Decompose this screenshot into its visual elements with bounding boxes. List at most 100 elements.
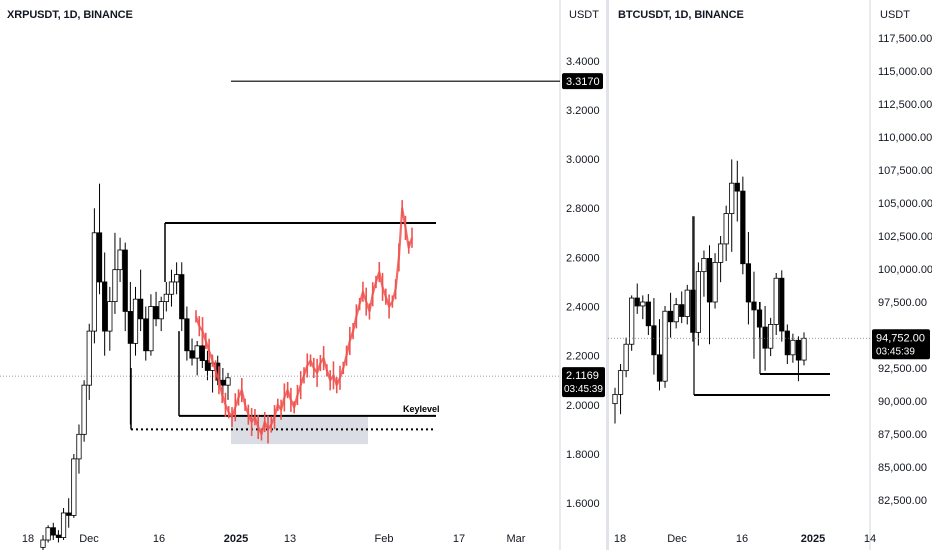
xrp-candle-body [60,512,67,538]
btc-y-tick-label: 92,500.00 [878,363,927,375]
btc-x-tick-label: 18 [614,533,626,545]
xrp-chart-canvas[interactable]: Keylevel 3.4000 3.2000 3.0000 2.8000 2.6000 2… [0,0,608,550]
xrp-candle-body [143,318,149,352]
keylevel-label: Keylevel [403,404,440,414]
xrp-x-tick-label: Mar [507,533,526,545]
xrp-chart-pane[interactable]: XRPUSDT, 1D, BINANCE USDT Keylevel 3.400… [0,0,608,550]
btc-y-tick-label: 85,000.00 [878,462,927,474]
btc-candle-body [617,370,624,395]
xrp-candle-body [102,281,108,332]
xrp-candle-body [66,512,72,516]
btc-candle-body [612,393,618,405]
btc-y-tick-label: 107,500.00 [878,165,932,177]
xrp-candle-body [163,293,169,303]
btc-candle-body [645,301,651,327]
btc-candle-body [684,289,690,317]
level-price-tag-text: 3.3170 [566,76,600,88]
xrp-candle-body [158,301,164,320]
xrp-symbol-title: XRPUSDT, 1D, BINANCE [7,9,133,21]
xrp-y-tick-label: 3.0000 [566,154,600,166]
xrp-candle-body [112,269,118,303]
btc-candle-body [756,309,763,328]
xrp-candle-body [40,539,46,548]
xrp-candle-body [199,345,205,361]
btc-candle-body [801,337,807,361]
xrp-candle-body [50,527,56,536]
btc-candle-body [662,310,668,382]
btc-candle-body [629,297,635,345]
btc-candle-body [773,277,779,325]
btc-y-tick-label: 90,000.00 [878,396,927,408]
btc-candle-body [734,182,740,192]
btc-currency-label[interactable]: USDT [880,9,910,21]
btc-y-tick-label: 112,500.00 [878,99,932,111]
xrp-candle-body [174,274,180,283]
btc-candle-body [634,297,640,307]
btc-candle-body [723,213,729,245]
btc-chart-pane[interactable]: BTCUSDT, 1D, BINANCE USDT 117,500.00 115,… [608,0,932,550]
xrp-candle-body [194,345,200,359]
btc-candle-body [718,243,724,263]
xrp-candle-body [107,301,113,332]
pane-separator[interactable] [606,0,609,550]
xrp-x-tick-label: Dec [79,533,99,545]
xrp-x-tick-label: 17 [453,533,465,545]
btc-candle-body [768,324,774,349]
btc-x-tick-label: Dec [667,533,687,545]
xrp-candle-body [86,330,92,386]
btc-last-price-tag-bg [872,329,930,360]
btc-candle-body [690,289,696,333]
xrp-y-tick-label: 3.4000 [566,56,600,68]
xrp-y-tick-label: 2.0000 [566,400,600,412]
xrp-x-tick-label: Feb [375,533,394,545]
xrp-candle-body [45,527,51,541]
btc-candle-body [623,343,629,372]
btc-candle-body [695,271,701,333]
xrp-candle-body [153,306,159,320]
btc-y-tick-label: 82,500.00 [878,495,927,507]
xrp-candle-body [168,281,175,295]
btc-countdown-text: 03:45:39 [876,346,915,357]
xrp-candle-body [132,298,139,344]
btc-symbol-title: BTCUSDT, 1D, BINANCE [618,9,744,21]
btc-last-price-text: 94,752.00 [876,332,925,344]
btc-candle-body [762,326,768,349]
btc-candle-body [679,304,685,317]
btc-candle-body [795,339,802,361]
btc-candle-body [729,182,735,214]
xrp-candle-body [179,274,185,320]
xrp-y-tick-label: 2.8000 [566,203,600,215]
btc-x-tick-label: 14 [864,533,876,545]
btc-x-tick-label: 16 [736,533,748,545]
xrp-candle-body [225,377,231,386]
xrp-candle-body [122,249,128,312]
btc-candle-body [745,263,752,303]
btc-candle-body [701,258,707,273]
btc-candle-body [779,277,785,332]
xrp-y-tick-label: 2.6000 [566,252,600,264]
xrp-last-price-tag-bg [562,367,605,398]
btc-y-tick-label: 105,000.00 [878,198,932,210]
btc-y-tick-label: 110,000.00 [878,132,932,144]
xrp-currency-label[interactable]: USDT [569,9,599,21]
xrp-candle-body [76,433,82,460]
btc-x-tick-label: 2025 [801,533,825,545]
btc-candle-body [790,339,796,356]
xrp-candle-body [96,232,103,283]
xrp-candle-body [220,379,226,386]
btc-y-tick-label: 97,500.00 [878,297,927,309]
btc-candle-body [712,261,718,303]
xrp-last-price-text: 2.1169 [566,370,599,382]
btc-candle-body [751,301,757,311]
xrp-y-tick-label: 2.4000 [566,302,600,314]
xrp-candle-body [91,232,97,332]
xrp-candle-body [148,306,154,352]
xrp-candle-body [189,350,195,359]
level-price-tag-bg [562,73,603,90]
xrp-candle-body [127,311,133,344]
xrp-y-tick-label: 3.2000 [566,105,600,117]
btc-chart-canvas[interactable]: 117,500.00 115,000.00 112,500.00 110,000.00… [608,0,932,550]
xrp-candle-body [71,458,77,516]
btc-y-tick-label: 87,500.00 [878,429,927,441]
btc-candle-body [740,190,746,265]
